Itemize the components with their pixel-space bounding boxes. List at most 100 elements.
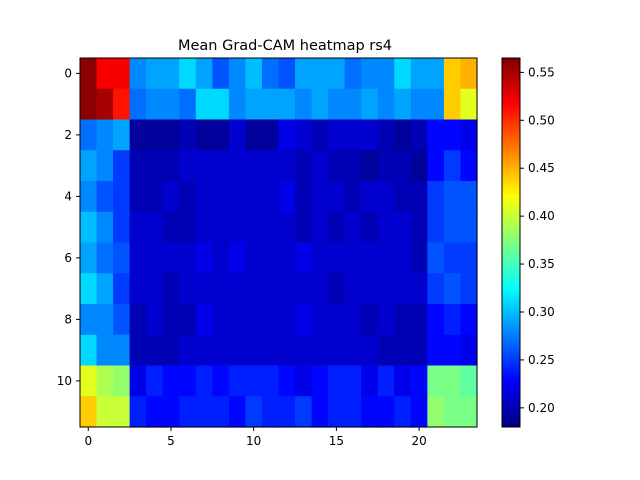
heatmap-cell xyxy=(113,150,131,182)
colorbar-tick-label: 0.40 xyxy=(528,209,555,223)
heatmap-cell xyxy=(278,365,296,397)
heatmap-cell xyxy=(311,119,329,151)
heatmap-cell xyxy=(162,119,180,151)
heatmap-cell xyxy=(443,365,462,397)
heatmap-cell xyxy=(228,211,247,244)
heatmap-cell xyxy=(394,211,412,244)
heatmap-cell xyxy=(361,150,379,182)
heatmap-cell xyxy=(146,396,164,428)
heatmap-cell xyxy=(278,304,296,336)
heatmap-cell xyxy=(344,334,362,367)
heatmap-cell xyxy=(146,181,164,213)
heatmap-cell xyxy=(344,242,362,274)
heatmap-cell xyxy=(212,58,230,90)
y-tick-label: 2 xyxy=(64,128,72,142)
heatmap-cell xyxy=(377,334,395,367)
heatmap-cell xyxy=(278,242,296,274)
heatmap-cells xyxy=(80,58,478,428)
heatmap-cell xyxy=(80,334,98,367)
heatmap-cell xyxy=(261,304,280,336)
heatmap-cell xyxy=(129,181,147,213)
heatmap-cell xyxy=(96,88,114,121)
heatmap-cell xyxy=(245,396,263,428)
heatmap-cell xyxy=(195,242,213,274)
heatmap-cell xyxy=(179,242,197,274)
heatmap-cell xyxy=(328,304,346,336)
heatmap-cell xyxy=(96,150,114,182)
heatmap-cell xyxy=(96,211,114,244)
heatmap-cell xyxy=(410,58,428,90)
heatmap-cell xyxy=(311,88,329,121)
heatmap-cell xyxy=(212,150,230,182)
heatmap-cell xyxy=(311,365,329,397)
heatmap-cell xyxy=(179,119,197,151)
heatmap-cell xyxy=(162,181,180,213)
heatmap-cell xyxy=(460,58,478,90)
heatmap-cell xyxy=(179,304,197,336)
heatmap-cell xyxy=(96,365,114,397)
heatmap-cell xyxy=(162,396,180,428)
heatmap-cell xyxy=(328,211,346,244)
heatmap-cell xyxy=(113,365,131,397)
heatmap-cell xyxy=(261,181,280,213)
heatmap-cell xyxy=(113,119,131,151)
heatmap-cell xyxy=(162,211,180,244)
heatmap-cell xyxy=(295,304,313,336)
heatmap-cell xyxy=(295,150,313,182)
heatmap-cell xyxy=(179,58,197,90)
heatmap-cell xyxy=(113,242,131,274)
heatmap-cell xyxy=(146,242,164,274)
heatmap-cell xyxy=(113,181,131,213)
heatmap-cell xyxy=(394,334,412,367)
heatmap-cell xyxy=(96,334,114,367)
y-tick-label: 8 xyxy=(64,312,72,326)
heatmap-cell xyxy=(113,88,131,121)
heatmap-cell xyxy=(443,150,462,182)
heatmap-cell xyxy=(427,242,445,274)
heatmap-cell xyxy=(377,396,395,428)
heatmap-cell xyxy=(328,181,346,213)
heatmap-cell xyxy=(212,119,230,151)
heatmap-cell xyxy=(179,181,197,213)
heatmap-cell xyxy=(80,181,98,213)
heatmap-cell xyxy=(129,88,147,121)
colorbar-axis: 0.20 0.25 0.30 0.35 0.40 0.45 0.50 0.55 xyxy=(520,65,555,415)
heatmap-cell xyxy=(96,242,114,274)
heatmap-cell xyxy=(80,88,98,121)
heatmap-cell xyxy=(162,273,180,305)
heatmap-cell xyxy=(212,365,230,397)
heatmap-cell xyxy=(460,334,478,367)
heatmap-cell xyxy=(179,150,197,182)
heatmap-cell xyxy=(113,396,131,428)
heatmap-cell xyxy=(261,273,280,305)
heatmap-cell xyxy=(460,242,478,274)
heatmap-cell xyxy=(80,150,98,182)
heatmap-cell xyxy=(394,119,412,151)
heatmap-cell xyxy=(427,334,445,367)
heatmap-cell xyxy=(361,273,379,305)
heatmap-cell xyxy=(162,334,180,367)
colorbar-tick-label: 0.25 xyxy=(528,353,555,367)
colorbar xyxy=(501,57,521,428)
heatmap-cell xyxy=(129,304,147,336)
heatmap-cell xyxy=(212,334,230,367)
heatmap-cell xyxy=(278,396,296,428)
heatmap-cell xyxy=(344,58,362,90)
heatmap-cell xyxy=(129,58,147,90)
heatmap-cell xyxy=(427,304,445,336)
heatmap-cell xyxy=(212,88,230,121)
heatmap-cell xyxy=(278,334,296,367)
heatmap-cell xyxy=(195,88,213,121)
heatmap-cell xyxy=(228,242,247,274)
heatmap-cell xyxy=(212,304,230,336)
x-tick-label: 20 xyxy=(411,434,426,448)
heatmap-cell xyxy=(410,211,428,244)
heatmap-cell xyxy=(228,119,247,151)
heatmap-cell xyxy=(377,150,395,182)
heatmap-cell xyxy=(410,334,428,367)
heatmap-cell xyxy=(278,211,296,244)
heatmap-cell xyxy=(377,365,395,397)
heatmap-cell xyxy=(96,119,114,151)
heatmap-cell xyxy=(443,211,462,244)
